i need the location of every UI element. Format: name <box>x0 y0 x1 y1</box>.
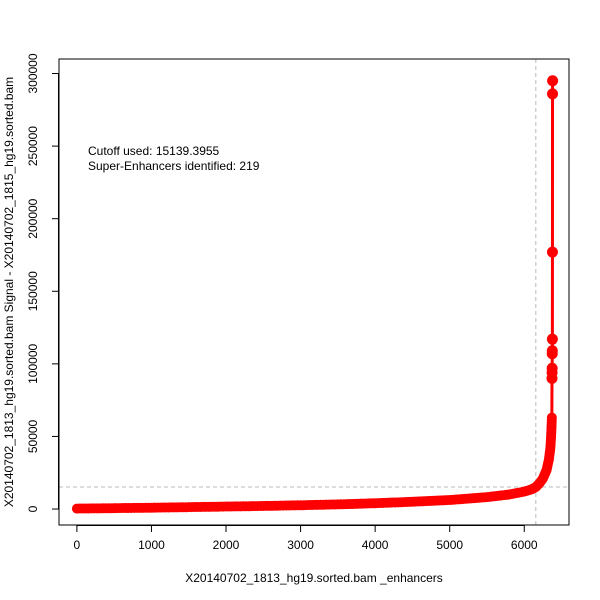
x-tick-label: 6000 <box>511 538 538 552</box>
plot-frame <box>58 58 570 526</box>
y-axis: 0 50000 100000 150000 200000 250000 300000 <box>26 53 59 512</box>
y-tick-label: 100000 <box>26 344 40 384</box>
y-axis-label: X20140702_1813_hg19.sorted.bam Signal - … <box>2 77 16 507</box>
y-tick-label: 150000 <box>26 271 40 311</box>
x-tick-label: 2000 <box>213 538 240 552</box>
super-enhancer-point <box>546 333 558 345</box>
y-tick-label: 0 <box>26 505 40 512</box>
x-tick-label: 0 <box>74 538 81 552</box>
x-tick-label: 1000 <box>138 538 165 552</box>
super-enhancer-count-annotation: Super-Enhancers identified: 219 <box>88 159 260 173</box>
super-enhancer-point <box>546 345 558 357</box>
x-axis-label: X20140702_1813_hg19.sorted.bam _enhancer… <box>185 571 443 585</box>
y-tick-label: 300000 <box>26 53 40 93</box>
signal-series <box>71 75 559 514</box>
x-tick-label: 3000 <box>287 538 314 552</box>
y-tick-label: 50000 <box>26 419 40 453</box>
super-enhancer-point <box>546 246 558 258</box>
x-tick-label: 4000 <box>362 538 389 552</box>
super-enhancer-point <box>547 75 559 87</box>
super-enhancer-point <box>547 88 559 100</box>
y-tick-label: 200000 <box>26 198 40 238</box>
cutoff-lines <box>59 59 569 525</box>
y-tick-label: 250000 <box>26 126 40 166</box>
super-enhancer-point <box>546 362 558 374</box>
cutoff-annotation: Cutoff used: 15139.3955 <box>88 144 220 158</box>
data-point <box>546 412 557 423</box>
x-axis: 0 1000 2000 3000 4000 5000 6000 <box>74 525 538 552</box>
x-tick-label: 5000 <box>436 538 463 552</box>
